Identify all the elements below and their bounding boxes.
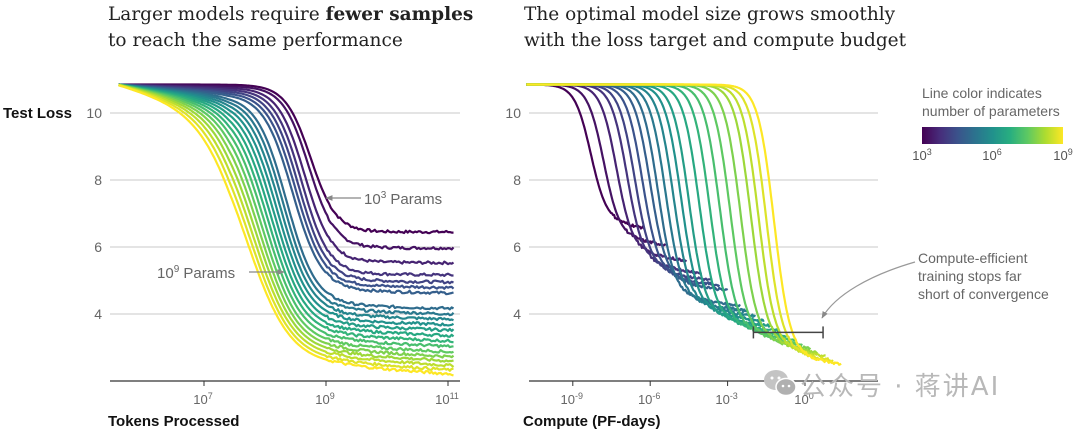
right-title-line1: The optimal model size grows smoothly bbox=[524, 4, 896, 25]
series-line-6e7 bbox=[118, 83, 455, 359]
x-tick-label: 107 bbox=[193, 391, 212, 407]
series-line-1e3 bbox=[526, 83, 646, 230]
series-line-2.5e8 bbox=[118, 83, 455, 368]
left-title-line2: to reach the same performance bbox=[108, 30, 403, 51]
series-line-3e4 bbox=[118, 83, 455, 290]
y-tick-label: 4 bbox=[513, 306, 521, 322]
left-chart-title: Larger models require fewer samples to re… bbox=[108, 2, 473, 54]
series-line-5e8 bbox=[118, 84, 454, 372]
annotation-arrow bbox=[821, 261, 916, 319]
annotation-text-line2: training stops far bbox=[918, 268, 1022, 284]
x-tick-label: 1011 bbox=[435, 391, 459, 407]
x-tick-label: 109 bbox=[315, 391, 334, 407]
colorbar-label-line1: Line color indicates bbox=[922, 85, 1042, 101]
y-tick-label: 10 bbox=[86, 105, 102, 121]
colorbar-tick-label: 109 bbox=[1053, 147, 1072, 163]
series-line-2e3 bbox=[526, 83, 667, 247]
left-y-axis-label: Test Loss bbox=[3, 105, 72, 122]
annotation-compute-efficient: Compute-efficient training stops far sho… bbox=[821, 250, 1049, 319]
annotation-1e3-params: 103 Params bbox=[325, 190, 442, 208]
right-series-lines bbox=[526, 83, 842, 366]
left-x-axis: 107 109 1011 bbox=[110, 380, 460, 407]
x-tick-label: 10-3 bbox=[715, 391, 737, 407]
series-line-1.3e8 bbox=[118, 83, 454, 363]
annotation-text: 103 Params bbox=[364, 190, 442, 208]
colorbar-tick-label: 103 bbox=[912, 147, 931, 163]
series-line-3e7 bbox=[118, 83, 454, 354]
left-title-bold-text: fewer samples bbox=[325, 4, 474, 25]
series-line-8e6 bbox=[526, 83, 787, 338]
series-line-2e6 bbox=[526, 83, 772, 328]
right-x-axis: 10-9 10-6 10-3 100 bbox=[529, 380, 878, 407]
x-tick-label: 10-6 bbox=[638, 391, 660, 407]
colorbar-tick-label: 106 bbox=[982, 147, 1001, 163]
right-title-line2: with the loss target and compute budget bbox=[524, 30, 907, 51]
wechat-icon bbox=[764, 370, 797, 397]
watermark: 公众号 · 蒋讲AI bbox=[800, 372, 1001, 402]
y-tick-label: 6 bbox=[94, 239, 102, 255]
x-tick-label: 10-9 bbox=[561, 391, 583, 407]
right-x-axis-label: Compute (PF-days) bbox=[523, 413, 661, 430]
series-line-1e9 bbox=[118, 84, 454, 377]
x-tick-label: 100 bbox=[794, 391, 813, 407]
frontier-bracket bbox=[752, 326, 824, 339]
colorbar-label-line2: number of parameters bbox=[922, 103, 1060, 119]
y-tick-label: 4 bbox=[94, 306, 102, 322]
series-line-1e9 bbox=[526, 83, 842, 366]
y-tick-label: 8 bbox=[94, 172, 102, 188]
y-tick-label: 8 bbox=[513, 172, 521, 188]
series-line-5e8 bbox=[526, 83, 834, 363]
y-tick-label: 6 bbox=[513, 239, 521, 255]
series-line-1.6e7 bbox=[118, 83, 454, 349]
colorbar: Line color indicates number of parameter… bbox=[912, 85, 1072, 163]
colorbar-gradient bbox=[922, 127, 1063, 144]
left-title-text: Larger models require bbox=[108, 4, 326, 25]
y-tick-label: 10 bbox=[505, 105, 521, 121]
annotation-text-line1: Compute-efficient bbox=[918, 250, 1028, 266]
annotation-text-line3: short of convergence bbox=[918, 286, 1049, 302]
right-chart-title: The optimal model size grows smoothly wit… bbox=[524, 2, 906, 54]
annotation-1e9-params: 109 Params bbox=[157, 264, 285, 282]
left-series-lines bbox=[118, 83, 455, 377]
series-line-8e6 bbox=[118, 83, 454, 344]
annotation-text: 109 Params bbox=[157, 264, 235, 282]
left-x-axis-label: Tokens Processed bbox=[108, 413, 239, 430]
